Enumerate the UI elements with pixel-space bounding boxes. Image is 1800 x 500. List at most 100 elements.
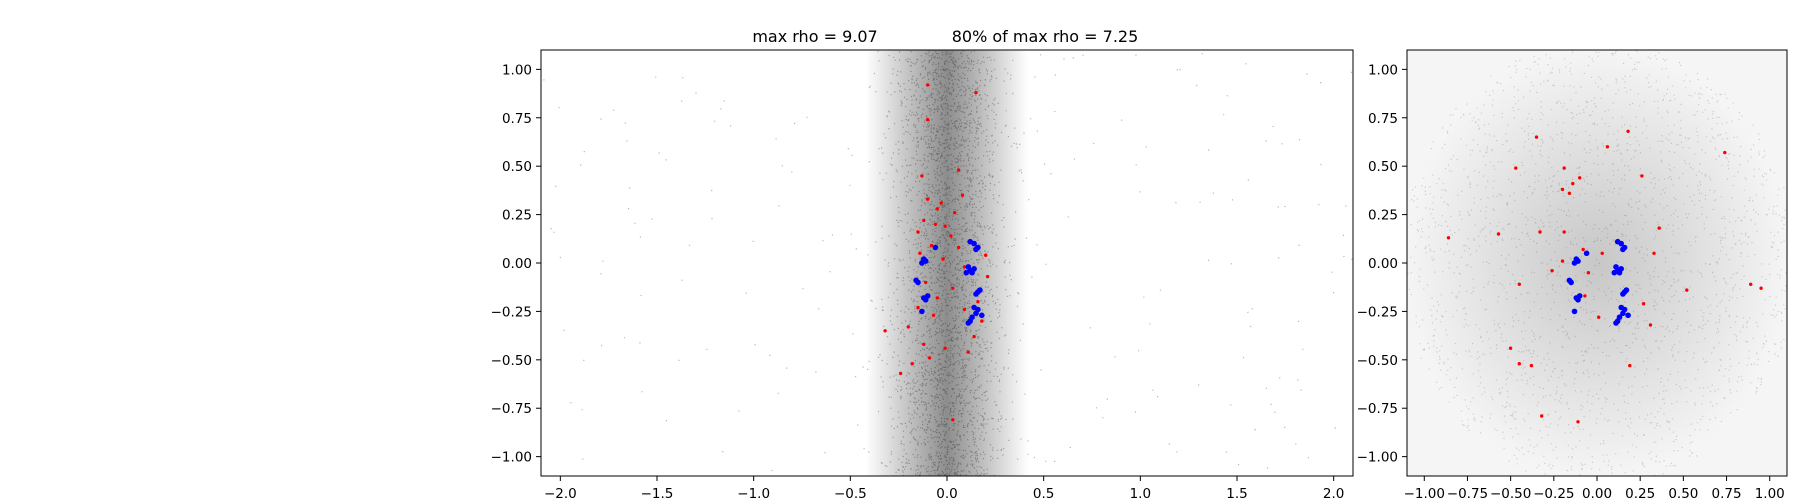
x-tick-label: −0.5 (834, 486, 867, 500)
red-point (1538, 230, 1542, 234)
red-point (933, 222, 938, 226)
density-cloud (1407, 50, 1787, 476)
x-tick-label: 1.5 (1226, 486, 1247, 500)
blue-point (922, 258, 929, 264)
blue-point (1623, 287, 1630, 293)
red-point (972, 334, 976, 339)
blue-point (979, 312, 985, 319)
blue-point (1620, 246, 1626, 253)
red-point (926, 197, 930, 201)
x-tick-label: −2.0 (544, 486, 577, 500)
red-point (927, 356, 932, 360)
red-point (935, 207, 939, 211)
y-tick-label: 0.25 (1368, 208, 1398, 224)
red-point (1562, 230, 1566, 234)
main-scatter-plot: −2.0 −1.5 −1.0 −0.5 0.0 0.5 1.0 1.5 2.0 1.00 0.75 0… (491, 49, 1354, 500)
red-point (1723, 150, 1727, 155)
red-point (1685, 288, 1689, 292)
series-1 (913, 238, 985, 326)
y-tick-label: 0.25 (502, 208, 532, 224)
red-point (1652, 251, 1656, 255)
red-point (926, 83, 930, 87)
density-band (865, 50, 1029, 476)
red-point (1640, 174, 1644, 178)
density-cloud (543, 50, 1353, 476)
red-point (1562, 166, 1566, 170)
red-point (1583, 294, 1587, 298)
red-point (960, 193, 965, 197)
blue-point (922, 297, 929, 303)
y-tick-label: −1.00 (1357, 450, 1398, 466)
red-point (883, 329, 887, 333)
x-tick-label: 0.25 (1625, 486, 1655, 500)
blue-point (973, 291, 979, 297)
red-point (974, 90, 978, 95)
blue-point (971, 240, 977, 247)
red-point (1550, 269, 1554, 273)
red-point (949, 234, 953, 238)
red-point (1586, 271, 1591, 275)
red-point (929, 243, 934, 248)
red-point (939, 201, 943, 205)
red-point (1578, 176, 1582, 180)
y-tick-label: 0.50 (502, 159, 532, 175)
y-tick-label: 0.00 (502, 256, 532, 272)
red-point (922, 218, 926, 223)
y-tick-label: −1.00 (491, 450, 532, 466)
series-1 (1566, 238, 1631, 326)
blue-point (1616, 269, 1623, 276)
red-point (1560, 259, 1565, 263)
red-point (976, 300, 980, 304)
red-point (1540, 414, 1544, 418)
red-point (1605, 145, 1610, 149)
blue-point (1611, 269, 1618, 276)
red-point (1508, 346, 1513, 350)
x-tick-label: 0.50 (1668, 486, 1698, 500)
blue-point (1568, 279, 1574, 286)
x-tick-label: 1.0 (1130, 486, 1151, 500)
side-scatter-plot: −1.00 −0.75 −0.50 −0.25 0.00 0.25 0.50 0.75 1.00… (1357, 49, 1788, 500)
blue-point (1575, 297, 1581, 303)
red-point (1534, 135, 1539, 139)
blue-point (915, 279, 921, 286)
blue-point (919, 308, 925, 315)
x-tick-label: −0.75 (1447, 486, 1488, 500)
red-point (951, 286, 955, 290)
blue-point (1583, 250, 1590, 257)
y-tick-label: −0.75 (1357, 401, 1398, 417)
red-point (985, 274, 990, 279)
red-point (1626, 129, 1630, 133)
x-tick-label: 0.5 (1033, 486, 1054, 500)
red-point (1581, 247, 1585, 252)
y-tick-label: −0.50 (491, 353, 532, 369)
blue-point (973, 310, 979, 317)
y-tick-label: 0.50 (1368, 159, 1398, 175)
x-tick-label: 2.0 (1323, 486, 1344, 500)
red-point (943, 224, 947, 228)
red-point (966, 350, 970, 354)
red-point (1517, 282, 1522, 286)
red-point (980, 319, 984, 323)
blue-point (973, 246, 979, 253)
red-point (910, 362, 914, 366)
red-point (1496, 232, 1501, 236)
y-tick-label: −0.25 (491, 304, 532, 320)
blue-point (1620, 291, 1626, 297)
density-disk (1407, 50, 1787, 476)
red-point (1517, 362, 1522, 366)
red-point (1576, 420, 1580, 424)
blue-point (963, 269, 970, 276)
blue-point (1571, 308, 1578, 315)
red-point (920, 174, 924, 178)
red-point (943, 346, 947, 350)
red-point (926, 118, 930, 122)
x-tick-label: −1.5 (641, 486, 674, 500)
blue-point (1618, 240, 1624, 247)
red-point (953, 211, 957, 215)
red-point (924, 280, 928, 285)
x-tick-label: −0.25 (1533, 486, 1574, 500)
x-tick-label: 0.75 (1712, 486, 1742, 500)
red-point (916, 230, 920, 234)
title-80-percent: 80% of max rho = 7.25 (952, 27, 1139, 46)
